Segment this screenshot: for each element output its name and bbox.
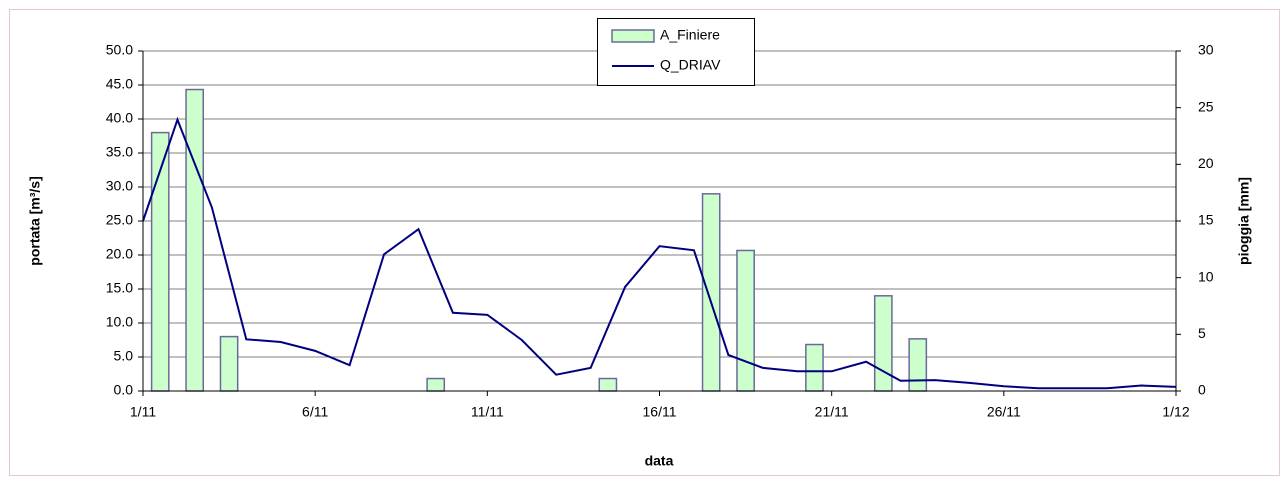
y-tick-label: 30.0: [106, 178, 133, 194]
y2-axis-label: pioggia [mm]: [1236, 177, 1252, 265]
bar: [736, 249, 755, 392]
y2-tick-label: 0: [1198, 382, 1206, 398]
bar: [185, 88, 205, 392]
y-tick-label: 45.0: [106, 76, 133, 92]
x-axis-label: data: [645, 453, 674, 469]
y-tick-label: 25.0: [106, 212, 133, 228]
y-tick-label: 50.0: [106, 42, 133, 58]
legend-label: Q_DRIAV: [660, 57, 721, 73]
y2-tick-label: 5: [1198, 325, 1206, 341]
x-tick-label: 1/12: [1162, 404, 1189, 420]
bar: [598, 377, 618, 392]
bar: [873, 295, 893, 392]
y-axis-label: portata [m³/s]: [27, 176, 43, 265]
y-tick-label: 5.0: [114, 348, 134, 364]
y-tick-label: 20.0: [106, 246, 133, 262]
x-tick-label: 6/11: [302, 404, 328, 420]
y2-tick-label: 30: [1198, 42, 1214, 58]
y2-tick-label: 25: [1198, 98, 1214, 114]
legend-swatch: [611, 29, 655, 43]
y2-tick-label: 10: [1198, 268, 1214, 284]
x-tick-label: 16/11: [643, 404, 677, 420]
y2-tick-label: 15: [1198, 212, 1214, 228]
y-tick-label: 0.0: [114, 382, 134, 398]
y-tick-label: 35.0: [106, 144, 133, 160]
x-tick-label: 21/11: [815, 404, 849, 420]
x-tick-label: 1/11: [130, 404, 156, 420]
bar: [805, 343, 824, 392]
bar: [426, 377, 446, 392]
y-tick-label: 40.0: [106, 110, 133, 126]
y-tick-label: 10.0: [106, 314, 133, 330]
bar: [701, 193, 721, 392]
x-tick-label: 26/11: [987, 404, 1021, 420]
line: [142, 116, 1177, 390]
y-tick-label: 15.0: [106, 280, 133, 296]
bar: [219, 335, 239, 392]
bar: [908, 338, 928, 392]
y2-tick-label: 20: [1198, 155, 1214, 171]
x-tick-label: 11/11: [471, 404, 504, 420]
legend-label: A_Finiere: [660, 27, 720, 43]
